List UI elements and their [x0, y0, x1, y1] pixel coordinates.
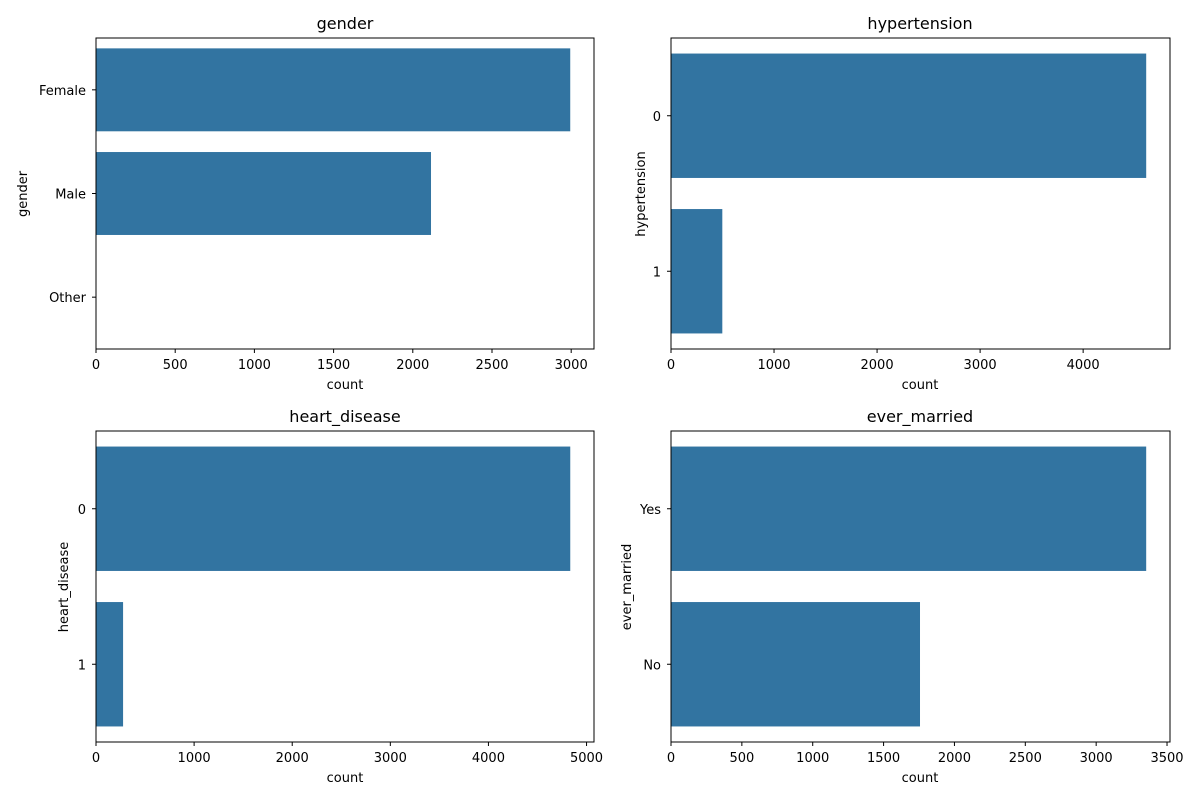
y-axis-label: heart_disease	[57, 542, 72, 633]
x-axis-label: count	[327, 378, 364, 393]
x-tick-label: 3000	[964, 358, 997, 373]
bars-group	[96, 446, 571, 727]
subplot-hypertension: hypertension count hypertension 0 1000 200…	[634, 14, 1171, 393]
subplot-gender: gender count gender 0 500 1000 1500 2000 2500…	[16, 14, 595, 393]
x-ticks-group: 0 1000 2000 3000 4000 5000	[92, 742, 603, 766]
x-tick-label: 0	[92, 751, 100, 766]
x-axis-label: count	[902, 378, 939, 393]
y-ticks-group: Yes No	[639, 503, 671, 673]
y-ticks-group: Female Male Other	[39, 84, 96, 306]
x-tick-label: 2500	[475, 358, 508, 373]
x-tick-label: 0	[92, 358, 100, 373]
y-axis-label: hypertension	[634, 151, 649, 236]
y-tick-label: Female	[39, 84, 86, 99]
x-tick-label: 2500	[1009, 751, 1042, 766]
bars-group	[671, 446, 1147, 727]
x-ticks-group: 0 500 1000 1500 2000 2500 3000 3500	[667, 742, 1184, 766]
subplot-ever-married: ever_married count ever_married 0 500 1000…	[620, 407, 1184, 786]
x-axis-label: count	[327, 771, 364, 786]
x-tick-label: 500	[729, 751, 754, 766]
bars-group	[96, 48, 571, 339]
y-tick-label: No	[643, 658, 661, 673]
x-tick-label: 1000	[178, 751, 211, 766]
chart-title: heart_disease	[289, 407, 400, 427]
x-tick-label: 4000	[1067, 358, 1100, 373]
bars-group	[671, 53, 1147, 334]
axes-frame	[670, 430, 1171, 743]
x-tick-label: 2000	[276, 751, 309, 766]
x-tick-label: 3000	[555, 358, 588, 373]
x-tick-label: 0	[667, 358, 675, 373]
y-ticks-group: 01	[78, 503, 96, 673]
x-tick-label: 1500	[317, 358, 350, 373]
y-tick-label: Male	[55, 188, 86, 203]
x-tick-label: 4000	[472, 751, 505, 766]
x-tick-label: 1000	[757, 358, 790, 373]
bar-0	[96, 446, 571, 571]
subplot-heart-disease: heart_disease count heart_disease 0 1000 2…	[57, 407, 603, 786]
axes-frame	[95, 37, 595, 350]
bar-female	[96, 48, 571, 132]
chart-title: ever_married	[867, 407, 973, 427]
y-ticks-group: 01	[653, 110, 671, 280]
x-tick-label: 500	[163, 358, 188, 373]
bar-0	[671, 53, 1147, 178]
x-tick-label: 2000	[938, 751, 971, 766]
x-tick-label: 3500	[1150, 751, 1183, 766]
bar-1	[96, 602, 124, 727]
x-ticks-group: 0 500 1000 1500 2000 2500 3000	[92, 349, 588, 373]
x-axis-label: count	[902, 771, 939, 786]
x-tick-label: 2000	[861, 358, 894, 373]
x-ticks-group: 0 1000 2000 3000 4000	[667, 349, 1100, 373]
x-tick-label: 1500	[867, 751, 900, 766]
bar-male	[96, 152, 432, 235]
y-tick-label: 1	[78, 658, 86, 673]
y-axis-label: ever_married	[620, 544, 635, 631]
chart-title: hypertension	[867, 14, 972, 33]
x-tick-label: 1000	[796, 751, 829, 766]
bar-1	[671, 209, 723, 334]
x-tick-label: 3000	[374, 751, 407, 766]
axes-frame	[670, 37, 1171, 350]
y-axis-label: gender	[16, 170, 31, 217]
x-tick-label: 5000	[570, 751, 603, 766]
axes-frame	[95, 430, 595, 743]
y-tick-label: Other	[49, 291, 87, 306]
x-tick-label: 1000	[238, 358, 271, 373]
bar-yes	[671, 446, 1147, 571]
chart-title: gender	[317, 14, 374, 33]
y-tick-label: 0	[78, 503, 86, 518]
x-tick-label: 2000	[396, 358, 429, 373]
x-tick-label: 0	[667, 751, 675, 766]
y-tick-label: Yes	[639, 503, 661, 518]
y-tick-label: 1	[653, 265, 661, 280]
y-tick-label: 0	[653, 110, 661, 125]
bar-no	[671, 602, 921, 727]
x-tick-label: 3000	[1080, 751, 1113, 766]
